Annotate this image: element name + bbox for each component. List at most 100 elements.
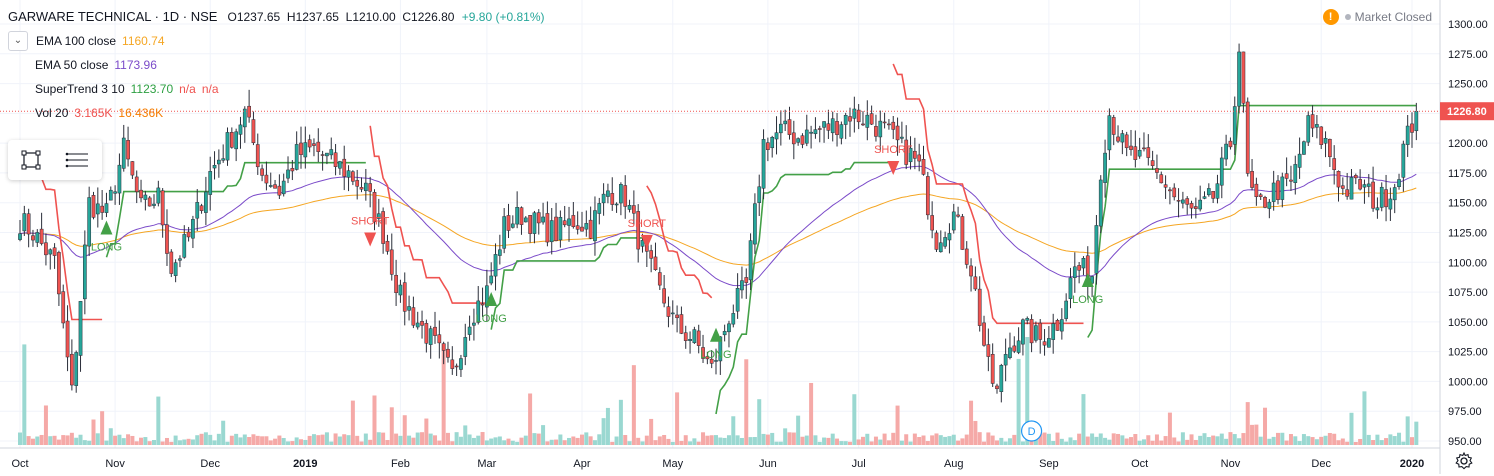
price-tick-label: 1050.00 [1448,317,1488,329]
candle-body [1323,138,1328,144]
volume-bar [1180,432,1185,445]
volume-bar [372,395,377,445]
candle-body [87,197,92,247]
drawing-toolbox [8,140,102,180]
candlesticks [18,43,1419,403]
last-price-badge [1440,102,1494,121]
candle-body [666,306,671,317]
candle-body [904,139,909,165]
indicator-value: 1160.74 [122,34,165,48]
rectangle-select-icon[interactable] [8,140,54,180]
candle-body [1271,182,1276,202]
volume-bar [1176,441,1181,445]
candle-body [938,242,943,253]
candle-body [1068,277,1073,299]
candle-body [459,358,463,370]
candle-body [1155,168,1159,173]
volume-bar [882,433,887,445]
price-tick-label: 1275.00 [1448,49,1488,61]
volume-bar [804,435,809,445]
price-tick-label: 1025.00 [1448,347,1488,359]
candle-body [165,224,169,254]
volume-bar [1059,438,1064,445]
candle-body [796,138,800,143]
volume-bar [973,420,978,445]
volume-bar [350,400,355,445]
volume-bar [1297,441,1302,445]
indicator-volume[interactable]: Vol 20 3.165K 16.436K [8,101,545,125]
volume-bar [1224,438,1229,445]
supertrend-segment [369,125,487,304]
volume-bar [1397,432,1402,445]
candle-body [977,288,982,326]
volume-bar [614,436,619,445]
candle-body [446,348,450,358]
indicator-ema50[interactable]: EMA 50 close 1173.96 [8,53,545,77]
volume-bar [121,438,126,445]
indicator-name: Vol 20 [35,106,69,120]
candle-body [1250,171,1254,188]
volume-bar [433,435,438,445]
market-status[interactable]: ! Market Closed [1322,9,1432,25]
volume-bar [160,441,165,445]
candle-body [126,140,130,160]
volume-bar [56,439,61,445]
long-arrow-icon [100,220,113,235]
candle-body [402,282,407,312]
volume-bar [748,437,753,445]
short-label: SHORT [874,144,913,156]
candle-body [1181,199,1185,204]
candle-body [160,190,165,226]
candle-body [761,139,766,189]
last-price-label: 1226.80 [1447,106,1487,118]
volume-bar [437,440,442,445]
volume-bar [502,440,507,445]
volume-bar [320,434,325,445]
candle-body [359,187,364,190]
candle-body [1302,141,1306,155]
candle-body [843,114,848,125]
volume-bar [1267,438,1272,445]
candle-body [1232,106,1237,145]
volume-bar [649,418,654,445]
supertrend-segment [715,161,889,415]
dividend-badge-label: D [1028,426,1036,438]
gear-icon[interactable] [1454,451,1474,471]
volume-bar [817,441,822,445]
warning-icon[interactable]: ! [1322,9,1339,25]
indicator-supertrend[interactable]: SuperTrend 3 10 1123.70 n/a n/a [8,77,545,101]
volume-bar [1159,440,1164,445]
list-icon[interactable] [54,140,100,180]
indicator-ema100[interactable]: ⌄ EMA 100 close 1160.74 [8,29,545,53]
candle-body [623,185,628,207]
price-tick-label: 1100.00 [1448,257,1487,269]
candle-body [757,186,762,203]
volume-bar [1379,440,1384,445]
candle-body [701,347,705,359]
chevron-down-icon[interactable]: ⌄ [8,31,28,51]
ohlc-values: O1237.65 H1237.65 L1210.00 C1226.80 +9.8… [227,10,545,24]
long-label: LONG [476,313,507,325]
low-value: 1210.00 [352,10,396,24]
volume-bar [714,435,718,445]
candle-body [1163,184,1168,188]
volume-bar [1016,358,1021,445]
volume-bar [1263,407,1268,445]
volume-bar [886,440,891,445]
candle-body [70,353,74,386]
volume-bar [173,435,178,445]
volume-bar [1293,436,1298,445]
volume-bar [869,441,874,445]
candle-body [441,343,446,351]
volume-bar [1375,434,1380,445]
candle-body [696,330,701,346]
candle-body [519,207,524,225]
candle-body [372,192,377,223]
candle-body [709,358,714,364]
volume-bar [359,441,364,445]
volume-bar [389,407,394,445]
candle-body [1124,134,1129,149]
volume-bar [463,425,468,445]
candle-body [1358,179,1362,190]
